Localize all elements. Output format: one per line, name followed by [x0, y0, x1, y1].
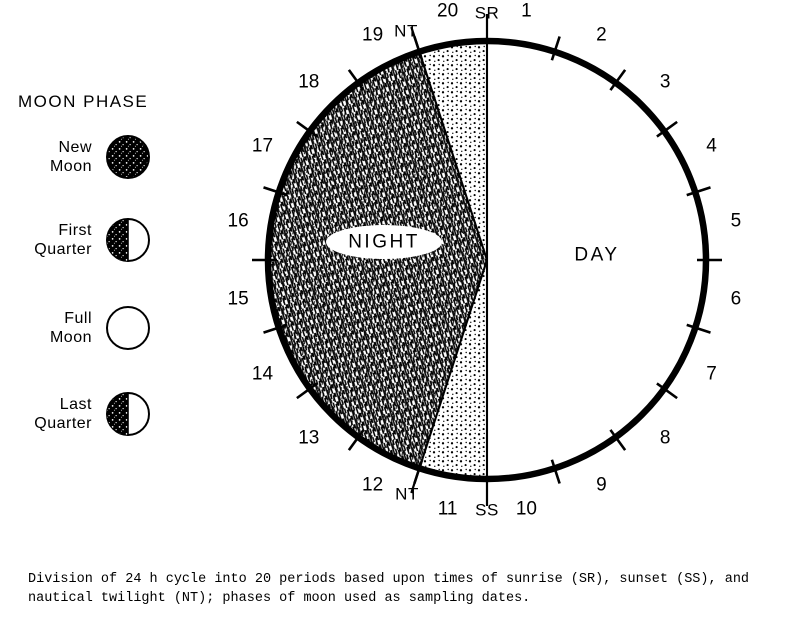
- period-number-17: 17: [251, 135, 274, 157]
- moon-first-quarter-icon: [104, 216, 152, 264]
- period-number-19: 19: [362, 24, 384, 46]
- legend-item-last-quarter: Last Quarter: [14, 382, 184, 446]
- night-region: [268, 48, 487, 472]
- period-number-10: 10: [515, 498, 537, 520]
- period-number-1: 1: [521, 0, 532, 22]
- period-ticks: [252, 36, 722, 484]
- twilight-morning-region: [418, 41, 487, 260]
- period-number-5: 5: [730, 210, 742, 232]
- legend-label-new-moon: New Moon: [49, 139, 92, 175]
- moon-new-icon: [104, 133, 152, 181]
- nt-morning-label: NT: [394, 21, 418, 41]
- period-number-9: 9: [596, 474, 607, 496]
- legend-label-last-quarter: Last Quarter: [34, 396, 92, 432]
- moon-last-quarter-icon: [104, 390, 152, 438]
- day-label: DAY: [574, 244, 620, 266]
- period-number-6: 6: [730, 288, 742, 310]
- period-number-7: 7: [706, 363, 717, 385]
- moon-full-icon: [104, 304, 152, 352]
- period-number-3: 3: [659, 71, 671, 93]
- period-number-20: 20: [437, 0, 459, 22]
- period-number-12: 12: [362, 474, 384, 496]
- nt-morning-boundary: [417, 48, 488, 261]
- sunset-label: SS: [475, 500, 499, 520]
- legend-title: MOON PHASE: [18, 92, 149, 111]
- night-label: NIGHT: [348, 231, 420, 253]
- legend-item-full-moon: Full Moon: [14, 296, 184, 360]
- legend-item-first-quarter: First Quarter: [14, 208, 184, 272]
- nt-evening-label: NT: [395, 484, 419, 504]
- legend-label-full-moon: Full Moon: [49, 310, 92, 346]
- period-number-15: 15: [227, 288, 249, 310]
- caption-line-2: nautical twilight (NT); phases of moon u…: [28, 591, 531, 606]
- nt-evening-boundary: [417, 259, 488, 472]
- twilight-evening-region: [418, 260, 487, 479]
- caption-line-1: Division of 24 h cycle into 20 periods b…: [28, 572, 750, 587]
- period-number-14: 14: [251, 363, 274, 385]
- legend-item-new-moon: New Moon: [14, 125, 184, 189]
- period-number-11: 11: [437, 498, 458, 520]
- period-number-4: 4: [706, 135, 717, 157]
- legend-label-first-quarter: First Quarter: [34, 222, 92, 258]
- period-number-2: 2: [596, 24, 607, 46]
- dial-rim: [264, 37, 710, 483]
- period-number-16: 16: [227, 210, 249, 232]
- figure-caption: Division of 24 h cycle into 20 periods b…: [28, 570, 776, 608]
- sunrise-label: SR: [474, 3, 500, 23]
- dial-interior: [268, 41, 706, 479]
- period-number-8: 8: [659, 427, 671, 449]
- period-number-18: 18: [298, 71, 320, 93]
- moon-phase-legend: MOON PHASE: [14, 92, 184, 112]
- period-number-13: 13: [298, 427, 320, 449]
